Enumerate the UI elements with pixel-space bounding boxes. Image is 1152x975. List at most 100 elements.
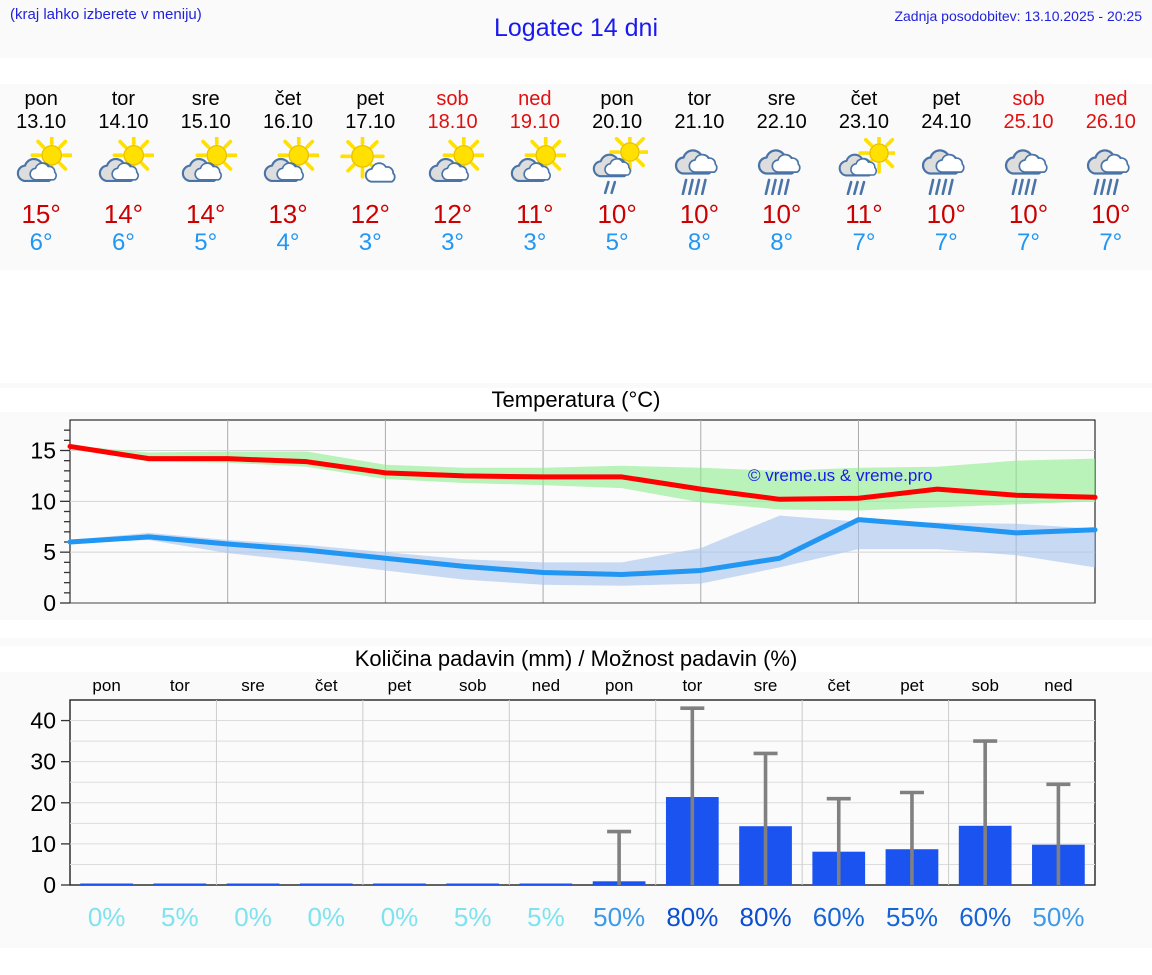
day-min-temp: 8° [687, 229, 711, 256]
sun-cloud-light-rain-icon [586, 137, 649, 195]
precipitation-chart-title: Količina padavin (mm) / Možnost padavin … [0, 646, 1152, 672]
precip-day-label-5: sob [458, 676, 487, 695]
day-date: 25.10 [1003, 111, 1054, 133]
day-forecast-6[interactable]: ned 19.10 11° 3° [494, 84, 576, 270]
day-forecast-0[interactable]: pon 13.10 15° 6° [0, 84, 82, 270]
day-date: 19.10 [509, 111, 560, 133]
day-max-temp: 10° [762, 199, 802, 229]
day-name: pet [932, 88, 961, 110]
day-min-temp: 7° [1017, 229, 1040, 256]
day-max-temp: 10° [1008, 199, 1049, 229]
day-name: tor [687, 88, 712, 110]
svg-text:10: 10 [30, 488, 56, 514]
day-min-temp: 6° [29, 229, 53, 256]
sun-cloud-rain-icon [833, 137, 895, 195]
day-name: pon [600, 88, 634, 110]
day-name: sre [191, 88, 220, 110]
day-forecast-11[interactable]: pet 24.10 10° 7° [905, 84, 987, 270]
precip-probability-8: 80% [666, 901, 719, 932]
precip-probability-3: 0% [307, 901, 346, 932]
day-max-temp: 13° [268, 199, 308, 229]
cloud-rain-icon [751, 137, 813, 195]
precip-probability-5: 5% [453, 901, 492, 932]
day-name: ned [1094, 88, 1128, 110]
precip-day-label-12: sob [971, 676, 999, 695]
day-max-temp: 11° [845, 199, 883, 229]
day-max-temp: 10° [597, 199, 637, 229]
day-forecast-1[interactable]: tor 14.10 14° 6° [82, 84, 164, 270]
day-date: 21.10 [674, 111, 725, 133]
precip-day-label-2: sre [241, 676, 265, 695]
precip-day-label-4: pet [387, 676, 412, 695]
svg-text:0: 0 [43, 590, 56, 616]
precip-day-label-3: čet [314, 676, 338, 695]
day-date: 15.10 [180, 111, 231, 133]
day-forecast-7[interactable]: pon 20.10 10° 5° [576, 84, 658, 270]
day-min-temp: 5° [605, 229, 629, 256]
svg-text:15: 15 [30, 438, 56, 464]
precip-day-label-9: sre [753, 676, 778, 695]
day-name: sob [436, 88, 469, 110]
last-update-label: Zadnja posodobitev: 13.10.2025 - 20:25 [894, 8, 1142, 24]
day-max-temp: 14° [103, 199, 144, 229]
svg-text:10: 10 [30, 831, 56, 857]
precip-day-label-10: čet [827, 676, 851, 695]
day-min-temp: 7° [852, 229, 876, 256]
precipitation-chart: 0 10 20 30 40 [30, 699, 1096, 898]
precip-day-label-7: pon [604, 676, 634, 695]
day-name: sre [767, 88, 796, 110]
svg-text:30: 30 [30, 749, 56, 775]
cloud-rain-icon [915, 137, 977, 195]
precip-day-label-8: tor [682, 676, 703, 695]
day-name: pon [24, 88, 58, 110]
day-max-temp: 10° [679, 199, 720, 229]
day-forecast-10[interactable]: čet 23.10 11° 7° [823, 84, 905, 270]
day-forecast-9[interactable]: sre 22.10 10° 8° [741, 84, 823, 270]
day-date: 20.10 [592, 111, 643, 133]
day-name: ned [518, 88, 552, 110]
page-title: Logatec 14 dni [493, 14, 659, 42]
precip-probability-0: 0% [87, 901, 126, 932]
day-forecast-13[interactable]: ned 26.10 10° 7° [1070, 84, 1152, 270]
precip-probability-9: 80% [739, 901, 792, 932]
day-max-temp: 14° [186, 199, 226, 229]
temperature-chart-title: Temperatura (°C) [0, 388, 1152, 412]
day-date: 14.10 [98, 111, 149, 133]
cloud-rain-icon [1080, 137, 1142, 195]
precip-probability-6: 5% [527, 901, 565, 932]
precip-probability-13: 50% [1032, 901, 1085, 932]
temperature-chart: 0 5 10 15 [30, 419, 1098, 616]
svg-text:0: 0 [43, 872, 56, 898]
day-date: 22.10 [756, 111, 807, 133]
sun-behind-cloud-icon [257, 137, 319, 195]
day-min-temp: 5° [194, 229, 218, 256]
precip-probability-7: 50% [593, 901, 646, 932]
cloud-rain-icon [998, 137, 1060, 195]
day-forecast-2[interactable]: sre 15.10 14° 5° [165, 84, 247, 270]
day-max-temp: 12° [350, 199, 390, 229]
sun-behind-cloud-icon [92, 137, 155, 195]
day-forecast-5[interactable]: sob 18.10 12° 3° [411, 84, 493, 270]
day-forecast-3[interactable]: čet 16.10 13° 4° [247, 84, 329, 270]
day-max-temp: 15° [21, 199, 61, 229]
day-min-temp: 8° [770, 229, 794, 256]
sun-behind-cloud-icon [422, 137, 484, 195]
day-min-temp: 6° [111, 229, 135, 256]
day-forecast-4[interactable]: pet 17.10 12° 3° [329, 84, 411, 270]
svg-text:40: 40 [30, 708, 56, 734]
precip-day-label-6: ned [531, 676, 561, 695]
day-min-temp: 7° [1099, 229, 1123, 256]
sun-behind-cloud-icon [175, 137, 237, 195]
copyright-label: © vreme.us & vreme.pro [748, 466, 933, 485]
day-name: sob [1012, 88, 1045, 110]
cloud-rain-icon [668, 137, 730, 195]
day-name: čet [850, 88, 878, 110]
precipitation-chart-panel: 0 10 20 30 40 [0, 638, 1152, 948]
svg-text:20: 20 [30, 790, 56, 816]
precip-day-label-13: ned [1044, 676, 1073, 695]
day-forecast-12[interactable]: sob 25.10 10° 7° [987, 84, 1069, 270]
day-forecast-8[interactable]: tor 21.10 10° 8° [658, 84, 740, 270]
svg-text:5: 5 [43, 539, 56, 565]
precip-probability-10: 60% [812, 901, 865, 932]
sun-small-cloud-icon [339, 137, 401, 195]
